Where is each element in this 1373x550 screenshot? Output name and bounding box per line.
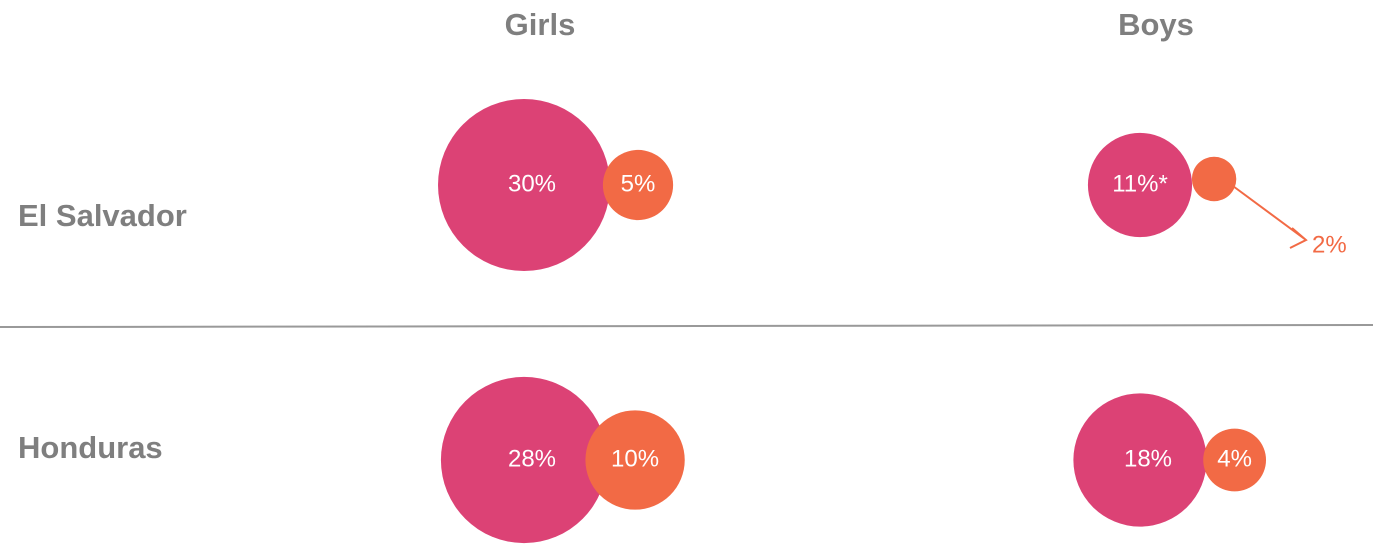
value-label: 18% (1124, 445, 1172, 472)
bubble (585, 410, 685, 510)
value-label: 10% (611, 445, 659, 472)
bubble (1073, 393, 1207, 527)
row-label: Honduras (18, 430, 163, 465)
value-label: 11%* (1112, 170, 1168, 197)
value-label: 28% (508, 445, 556, 472)
row-label: El Salvador (18, 198, 187, 233)
bubble (438, 99, 610, 271)
value-label: 30% (508, 170, 556, 197)
value-label: 5% (621, 170, 656, 197)
value-label: 2% (1312, 231, 1347, 258)
row-divider (0, 324, 1373, 328)
bubble (440, 376, 608, 544)
column-header: Boys (1118, 7, 1194, 42)
value-label: 4% (1217, 445, 1252, 472)
bubble (1203, 428, 1267, 492)
arrow (1233, 186, 1308, 249)
bubble (602, 149, 674, 221)
column-header: Girls (505, 7, 576, 42)
bubble (1087, 132, 1193, 238)
bubble (1191, 156, 1237, 202)
